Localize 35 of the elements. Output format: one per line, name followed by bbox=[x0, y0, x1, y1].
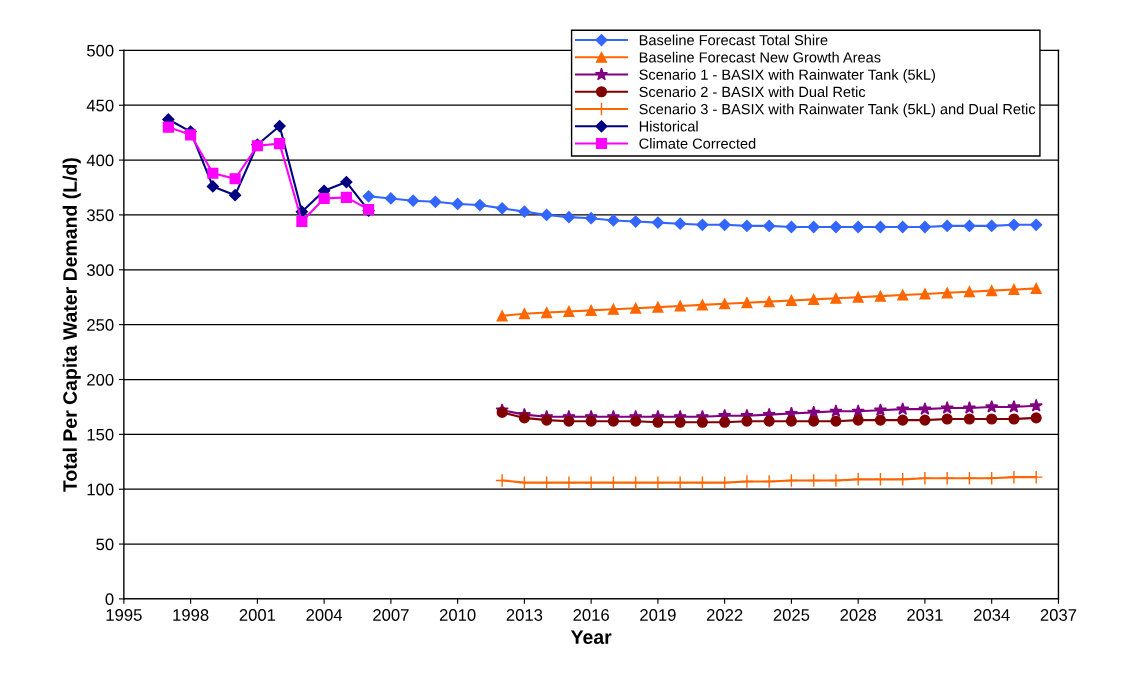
y-tick-label: 150 bbox=[87, 428, 114, 441]
x-tick-label: 1995 bbox=[106, 609, 142, 621]
legend-label: Baseline Forecast New Growth Areas bbox=[639, 51, 881, 63]
legend-label: Historical bbox=[639, 120, 698, 132]
legend-label: Climate Corrected bbox=[639, 138, 756, 149]
y-tick-label: 0 bbox=[105, 593, 114, 606]
y-tick-label: 450 bbox=[86, 99, 114, 112]
y-tick-label: 400 bbox=[86, 154, 114, 167]
x-tick-label: 2007 bbox=[373, 609, 409, 621]
x-tick-label: 2037 bbox=[1040, 609, 1077, 621]
y-tick-label: 300 bbox=[86, 264, 114, 276]
y-tick-label: 250 bbox=[87, 319, 114, 331]
x-tick-label: 2034 bbox=[973, 609, 1010, 621]
x-tick-label: 2028 bbox=[840, 609, 876, 621]
x-tick-label: 2016 bbox=[573, 609, 609, 621]
legend-label: Scenario 3 - BASIX with Rainwater Tank (5kL) and Dual Retic bbox=[639, 103, 1036, 118]
y-tick-label: 200 bbox=[87, 373, 114, 386]
x-axis-title: Year bbox=[570, 630, 612, 645]
x-tick-label: 2010 bbox=[439, 609, 476, 621]
legend-label: Scenario 2 - BASIX with Dual Retic bbox=[639, 86, 866, 98]
y-axis-title: Total Per Capita Water Demand (L/d) bbox=[62, 158, 81, 492]
legend-label: Scenario 1 - BASIX with Rainwater Tank (5kL) bbox=[639, 69, 935, 83]
legend-label: Baseline Forecast Total Shire bbox=[639, 34, 828, 46]
y-tick-label: 100 bbox=[87, 483, 114, 496]
x-tick-label: 2004 bbox=[306, 609, 343, 621]
x-tick-label: 1998 bbox=[173, 609, 209, 621]
x-tick-label: 2025 bbox=[773, 609, 810, 621]
x-tick-label: 2031 bbox=[907, 609, 943, 621]
x-tick-label: 2001 bbox=[239, 609, 276, 621]
y-tick-label: 350 bbox=[86, 209, 114, 222]
x-tick-label: 2022 bbox=[706, 609, 743, 621]
y-tick-label: 500 bbox=[87, 44, 114, 57]
x-tick-label: 2013 bbox=[506, 609, 543, 621]
y-tick-label: 50 bbox=[96, 538, 114, 551]
x-tick-label: 2019 bbox=[640, 609, 676, 621]
